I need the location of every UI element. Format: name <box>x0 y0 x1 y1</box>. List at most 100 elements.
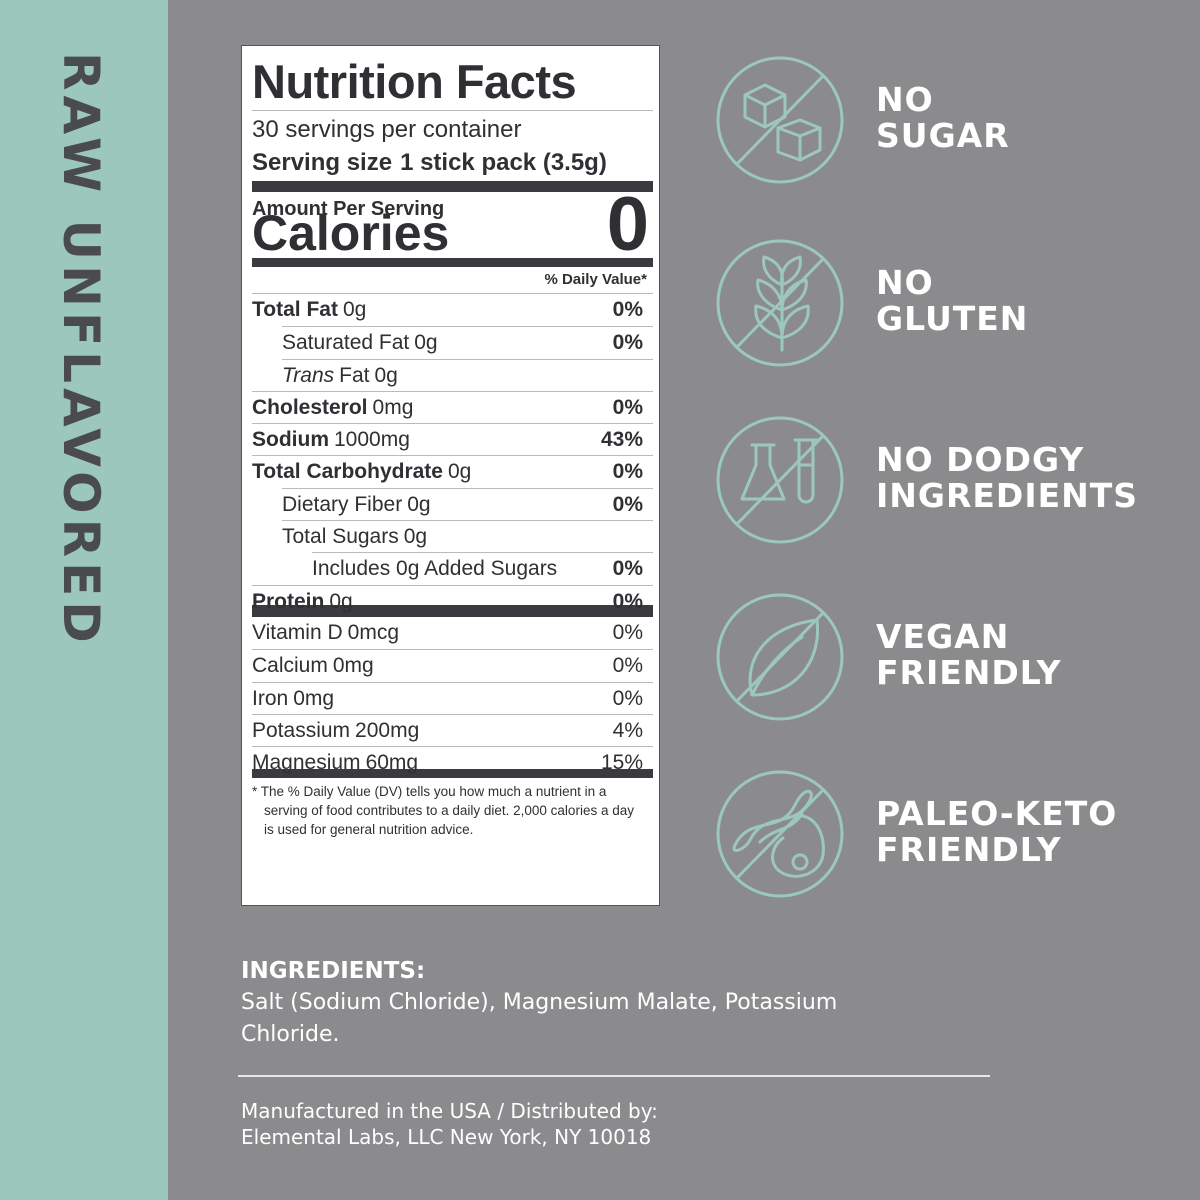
vitamin-label: Vitamin D 0mcg <box>252 617 399 649</box>
nutrient-name: Includes 0g Added Sugars <box>312 557 558 581</box>
nutrient-row: Protein 0g 0% <box>252 584 653 617</box>
vitamin-amount: 0mg <box>293 686 335 710</box>
vitamin-dv: 4% <box>612 718 643 742</box>
vitamin-amount: 0mg <box>332 654 374 678</box>
claim: NO SUGAR <box>876 82 1010 154</box>
nutrition-panel: Nutrition Facts 30 servings per containe… <box>241 45 660 906</box>
calories: Calories 0 <box>252 187 653 267</box>
nutrient-dv: 0% <box>612 331 643 355</box>
vitamin-row: Calcium 0mg 0% <box>252 649 653 681</box>
separator <box>238 1075 990 1077</box>
icon-slash <box>735 74 825 166</box>
icon-circle <box>716 56 844 184</box>
icon-glyph <box>748 618 820 697</box>
nutrient-row: Includes 0g Added Sugars 0% <box>312 552 653 584</box>
icon-glyph <box>732 789 825 878</box>
nutrient-amount: 0mg <box>372 395 414 419</box>
nutrient-row: Total Carbohydrate 0g 0% <box>252 455 653 487</box>
claim: NO DODGY INGREDIENTS <box>876 442 1138 514</box>
nutrient-amount: 0g <box>403 525 428 549</box>
claim-line: SUGAR <box>876 116 1010 155</box>
nutrient-row: Total Fat 0g 0% <box>252 294 653 326</box>
ingredients-heading: INGREDIENTS: <box>241 958 426 984</box>
nutrient-name: Cholesterol <box>252 395 368 419</box>
nutrient-name: Total Fat <box>252 298 338 321</box>
vitamin-dv: 15% <box>600 751 643 775</box>
nutrient-row: Trans Fat 0g <box>282 358 653 391</box>
nutrient-amount: 0g <box>374 363 398 387</box>
nutrient-name: Protein <box>252 589 325 613</box>
claim-line: VEGAN <box>876 617 1010 656</box>
nutrient-dv: 43% <box>600 428 643 452</box>
vitamin-dv: 0% <box>612 654 643 678</box>
nutrient-amount: 0g <box>342 298 367 321</box>
dv-header: % Daily Value* <box>252 267 653 294</box>
serving-size: Serving size 1 stick pack (3.5g) <box>252 149 653 192</box>
vitamin-label: Magnesium 60mg <box>252 747 418 774</box>
nutrient-name: Saturated Fat <box>282 331 410 355</box>
claim: NO GLUTEN <box>876 265 1028 337</box>
vitamin-name: Iron <box>252 686 289 710</box>
nutrient-name: Dietary Fiber <box>282 492 403 516</box>
vitamins: Vitamin D 0mcg 0% Calcium 0mg 0% Iron 0mg 0% Pota… <box>252 617 653 779</box>
serving-size-value: 1 stick pack (3.5g) <box>400 149 607 176</box>
nutrient-dv: 0% <box>612 460 643 484</box>
claim-line: NO <box>876 263 934 302</box>
icon-slash <box>735 434 825 526</box>
claim-line: FRIENDLY <box>876 653 1062 692</box>
nutrient-row: Sodium 1000mg 43% <box>252 423 653 455</box>
nutrient-row: Saturated Fat 0g 0% <box>282 326 653 358</box>
icon-circle <box>716 239 844 367</box>
claim-line: NO DODGY <box>876 440 1085 479</box>
calories-value: 0 <box>606 182 649 267</box>
nutrient-amount: 0g <box>414 331 438 355</box>
claim: PALEO-KETO FRIENDLY <box>876 796 1117 868</box>
calories-label: Calories <box>252 205 450 261</box>
vitamin-row: Magnesium 60mg 15% <box>252 746 653 779</box>
claim-line: PALEO-KETO <box>876 794 1118 833</box>
serving-size-label: Serving size <box>252 149 393 176</box>
vitamin-row: Iron 0mg 0% <box>252 681 653 714</box>
amount-per-serving: Amount Per Serving <box>252 198 445 220</box>
icon-slash <box>735 257 825 349</box>
manufacturer-line: Manufactured in the USA / Distributed by… <box>241 1099 658 1123</box>
vitamin-dv: 0% <box>612 686 643 710</box>
vitamin-name: Calcium <box>252 654 328 678</box>
icon-circle <box>716 416 844 544</box>
vitamin-name: Potassium <box>252 718 351 742</box>
icon-glyph <box>743 83 822 162</box>
vitamin-amount: 200mg <box>355 718 420 742</box>
nutrient-amount: 0g <box>329 589 353 613</box>
nutrient-dv: 0% <box>612 298 643 321</box>
vitamin-dv: 0% <box>612 620 643 644</box>
nutrient-amount: 1000mg <box>334 428 410 452</box>
vitamin-name: Vitamin D <box>252 620 343 644</box>
nutrient-row: Total Sugars 0g <box>282 520 653 552</box>
vitamin-name: Magnesium <box>252 751 361 775</box>
icon-glyph <box>754 255 810 352</box>
vitamin-amount: 60mg <box>365 751 419 775</box>
nutrient-dv: 0% <box>612 395 643 419</box>
manufacturer-line: Elemental Labs, LLC New York, NY 10018 <box>241 1125 652 1149</box>
icon-circle <box>716 593 844 721</box>
icon-circle <box>716 770 844 898</box>
vitamin-label: Potassium 200mg <box>252 715 419 746</box>
nutrient-name-italic: Trans <box>282 363 335 387</box>
vitamin-label: Iron 0mg <box>252 683 334 714</box>
nutrient-name: Sodium <box>252 428 329 452</box>
claim-line: FRIENDLY <box>876 830 1062 869</box>
servings: 30 servings per container <box>252 116 522 143</box>
vitamin-row: Potassium 200mg 4% <box>252 713 653 746</box>
nutrient-amount: 0g <box>407 492 431 516</box>
ingredients: INGREDIENTS: Salt (Sodium Chloride), Mag… <box>241 955 861 1051</box>
manufacturer: Manufactured in the USA / Distributed by… <box>241 1098 658 1150</box>
claim-line: NO <box>876 80 934 119</box>
footnote: * The % Daily Value (DV) tells you how m… <box>252 784 634 838</box>
claim: VEGAN FRIENDLY <box>876 619 1062 691</box>
nutrient-row: Cholesterol 0mg 0% <box>252 390 653 423</box>
nutrient-row: Dietary Fiber 0g 0% <box>282 487 653 520</box>
vitamin-label: Calcium 0mg <box>252 650 374 681</box>
nutrient-name: Fat <box>339 363 370 387</box>
icon-slash <box>735 788 825 880</box>
